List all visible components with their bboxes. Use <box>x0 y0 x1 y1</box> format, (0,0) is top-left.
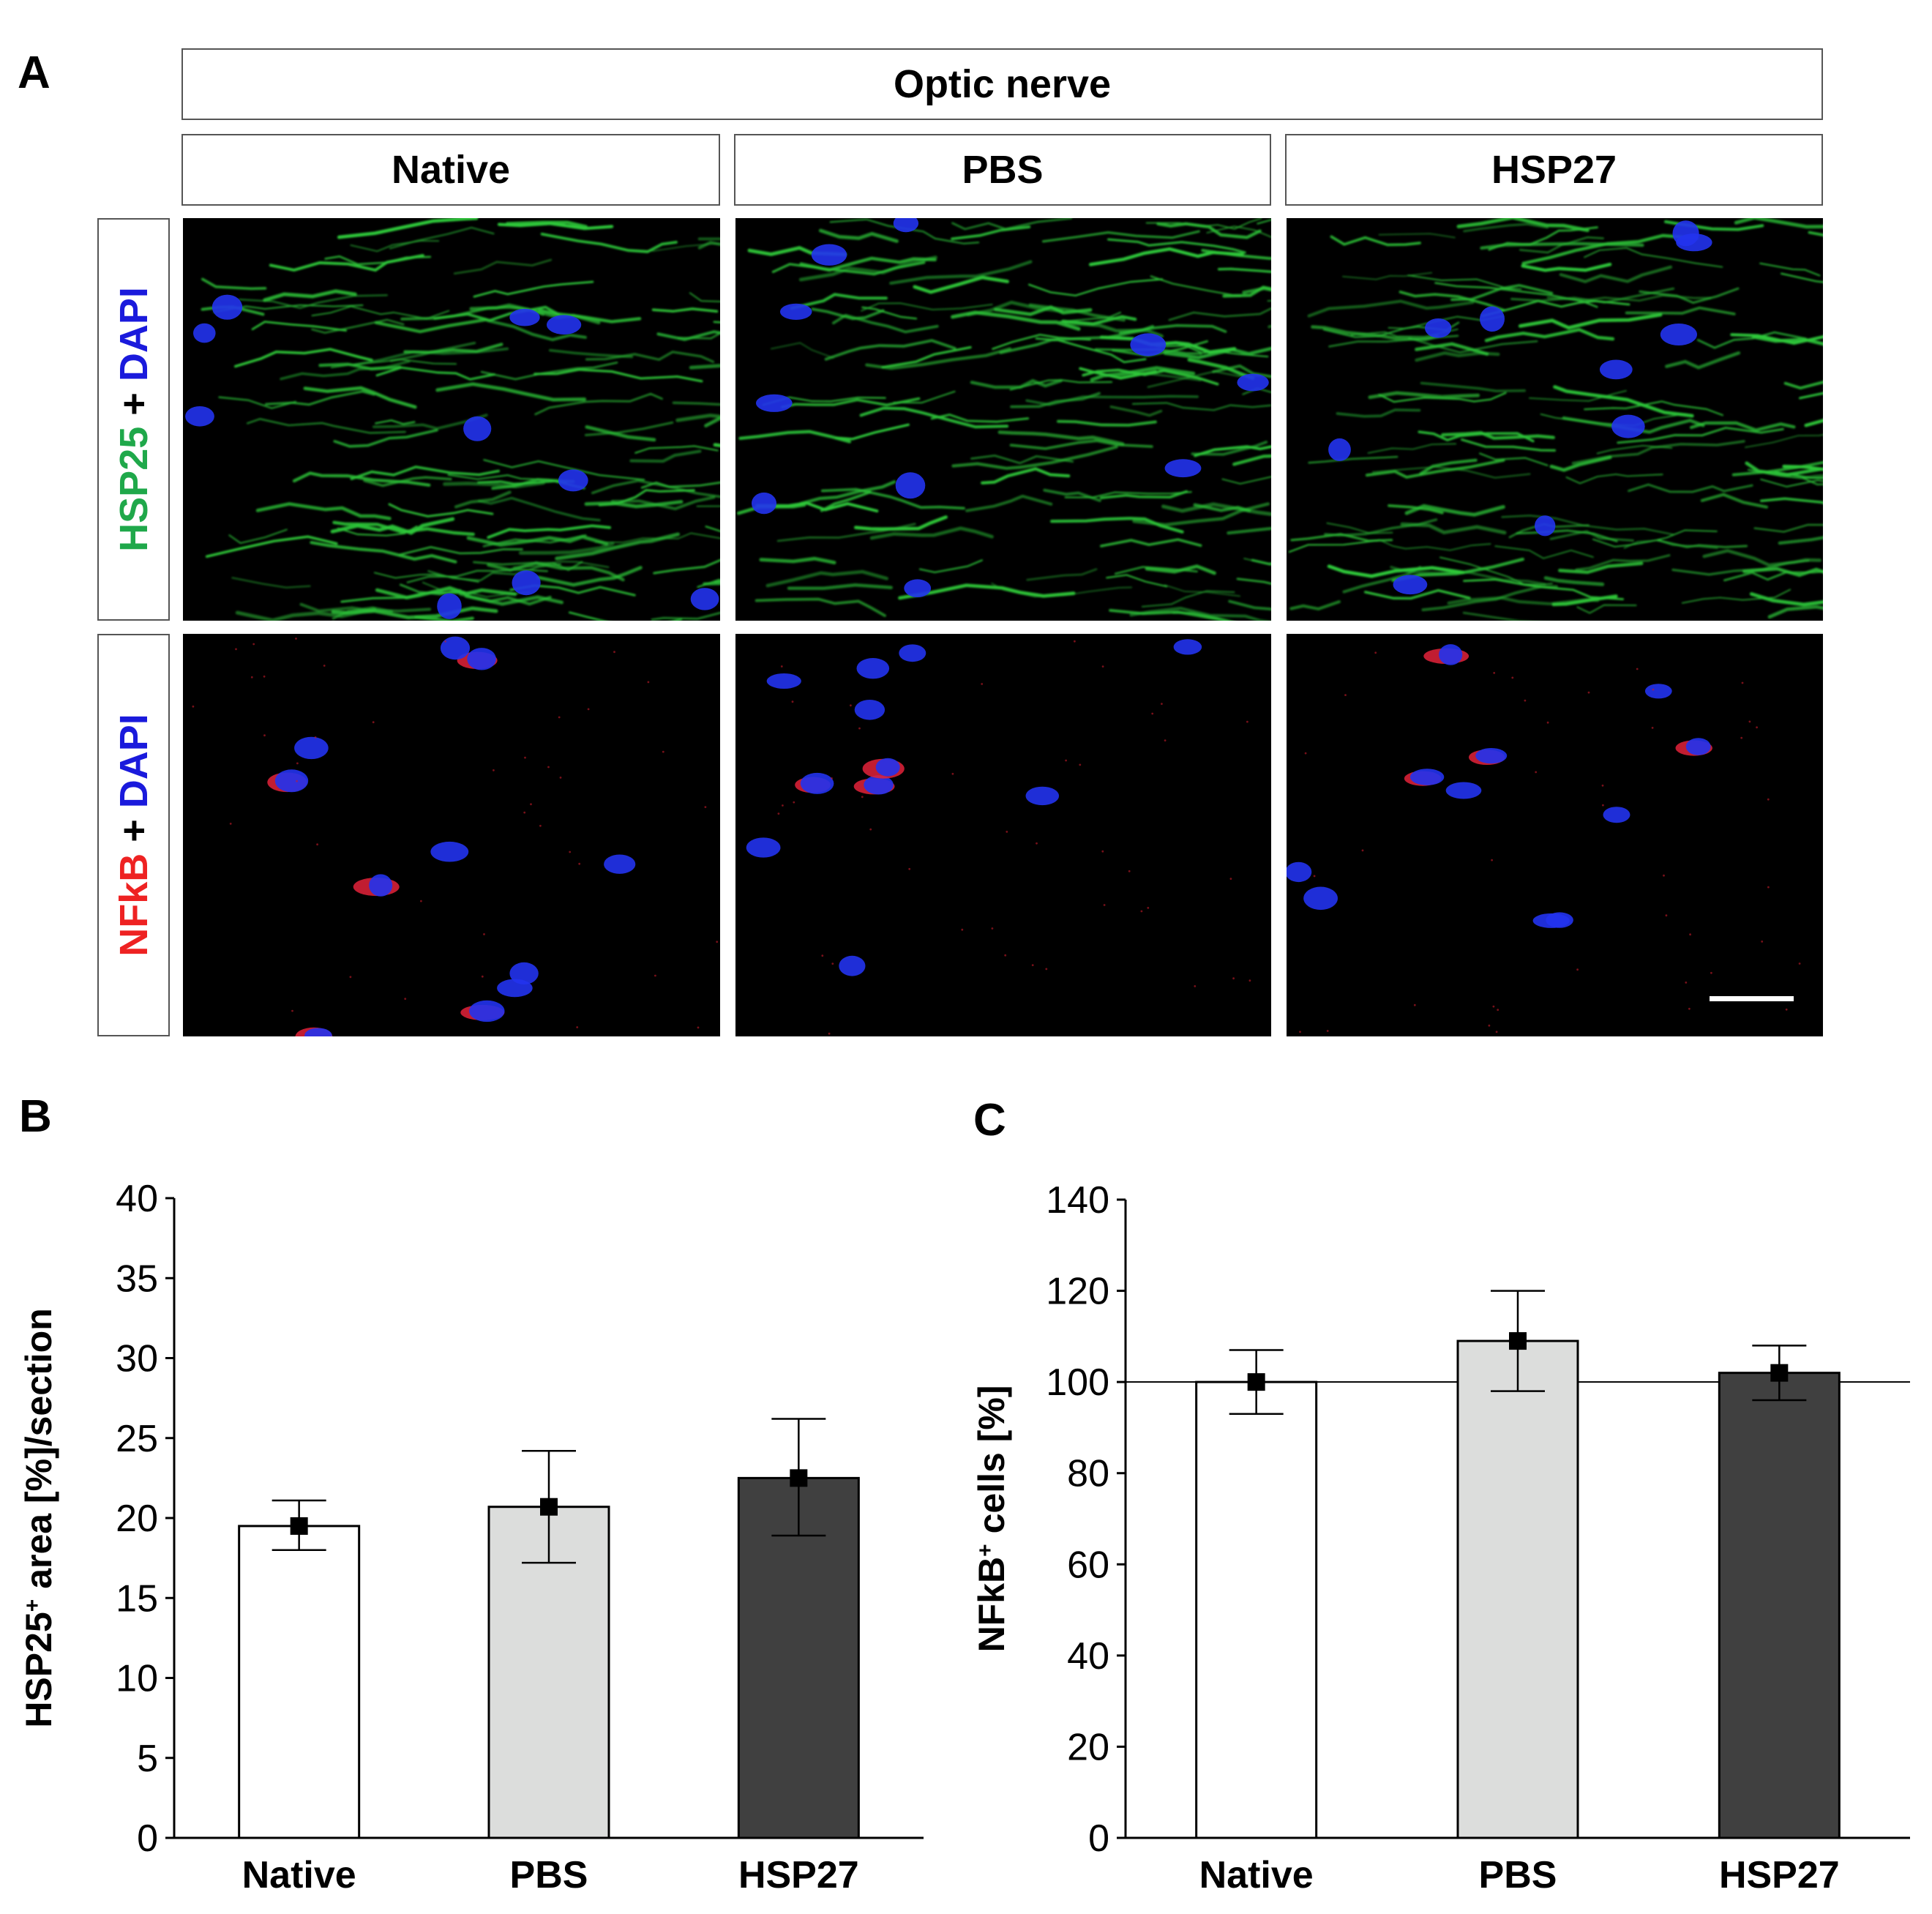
y-tick-label: 15 <box>116 1577 158 1620</box>
dapi-label: DAPI <box>111 714 156 809</box>
hsp25-area-bar-chart: 0 5 10 15 20 25 30 35 40 Native PBS HSP27 HSP25+ are… <box>18 1178 924 1896</box>
column-header-hsp27-text: HSP27 <box>1491 148 1617 192</box>
micrograph-texture <box>735 634 1271 1036</box>
y-tick-label: 5 <box>137 1738 158 1780</box>
micrograph-hsp25-native <box>183 218 720 621</box>
y-axis-label-rest: area [%]/section <box>18 1308 59 1599</box>
panel-letter-c: C <box>973 1095 1006 1145</box>
micrograph-texture <box>1287 634 1823 1036</box>
y-tick-label: 25 <box>116 1418 158 1460</box>
y-axis-label-superscript: + <box>973 1544 997 1557</box>
y-tick-label: 60 <box>1067 1544 1109 1586</box>
y-tick-label: 140 <box>1046 1179 1109 1222</box>
hsp25-marker-label: HSP25 <box>111 426 156 552</box>
bar-native <box>1195 1380 1318 1839</box>
micrograph-hsp25-pbs <box>735 218 1271 621</box>
row-label-nfkb-dapi-text: NFkB + DAPI <box>111 714 157 957</box>
micrograph-nfkb-pbs <box>735 634 1271 1036</box>
mean-marker-pbs <box>1509 1332 1527 1350</box>
y-tick-label: 40 <box>116 1178 158 1220</box>
y-tick-label: 10 <box>116 1658 158 1700</box>
bar-hsp27 <box>1718 1372 1841 1839</box>
micrograph-texture <box>735 218 1271 621</box>
nfkb-marker-label: NFkB <box>111 853 156 957</box>
column-header-pbs: PBS <box>734 134 1271 206</box>
bar-pbs <box>1456 1339 1579 1839</box>
mean-marker-hsp27 <box>790 1469 808 1487</box>
y-tick-label: 120 <box>1046 1271 1109 1313</box>
mean-marker-native <box>290 1517 308 1535</box>
column-header-native-text: Native <box>391 148 511 192</box>
y-tick-label: 0 <box>137 1817 158 1860</box>
mean-marker-native <box>1247 1373 1265 1391</box>
y-axis-label-superscript: + <box>20 1599 45 1612</box>
column-header-hsp27: HSP27 <box>1285 134 1823 206</box>
row-label-hsp25-dapi: HSP25 + DAPI <box>97 218 170 621</box>
row-label-hsp25-dapi-text: HSP25 + DAPI <box>111 287 157 552</box>
x-tick-label-hsp27: HSP27 <box>1719 1854 1840 1896</box>
optic-nerve-header: Optic nerve <box>181 48 1823 120</box>
micrograph-nfkb-hsp27 <box>1287 634 1823 1036</box>
micrograph-texture <box>183 634 720 1036</box>
bar-native <box>238 1525 361 1839</box>
y-tick-label: 0 <box>1088 1817 1109 1860</box>
x-tick-label-pbs: PBS <box>1479 1854 1557 1896</box>
mean-marker-hsp27 <box>1770 1364 1789 1382</box>
y-tick-label: 40 <box>1067 1635 1109 1678</box>
x-tick-label-native: Native <box>1199 1854 1314 1896</box>
bar-hsp27 <box>737 1476 860 1839</box>
y-tick-label: 20 <box>116 1498 158 1540</box>
column-header-native: Native <box>181 134 720 206</box>
optic-nerve-header-text: Optic nerve <box>893 62 1112 106</box>
y-tick-label: 35 <box>116 1257 158 1300</box>
x-tick-label-pbs: PBS <box>510 1854 588 1896</box>
x-tick-label-native: Native <box>242 1854 356 1896</box>
y-tick-label: 30 <box>116 1338 158 1380</box>
scale-bar <box>1710 996 1794 1001</box>
mean-marker-pbs <box>540 1498 558 1516</box>
y-tick-label: 100 <box>1046 1361 1109 1404</box>
panel-letter-b: B <box>19 1091 52 1142</box>
nfkb-cells-bar-chart: 0 20 40 60 80 100 120 140 Native PBS HSP27 NFkB+ ce… <box>971 1179 1910 1896</box>
y-axis-label: NFkB+ cells [%] <box>971 1386 1012 1653</box>
row-label-nfkb-dapi: NFkB + DAPI <box>97 634 170 1036</box>
y-axis-label-marker: NFkB <box>971 1557 1012 1653</box>
micrograph-texture <box>183 218 720 621</box>
y-axis-label: HSP25+ area [%]/section <box>18 1308 59 1727</box>
plus-sign: + <box>111 808 156 853</box>
micrograph-texture <box>1287 218 1823 621</box>
dapi-label: DAPI <box>111 287 156 382</box>
micrograph-nfkb-native <box>183 634 720 1036</box>
y-tick-label: 20 <box>1067 1726 1109 1768</box>
column-header-pbs-text: PBS <box>962 148 1044 192</box>
panel-letter-a: A <box>18 48 50 98</box>
x-tick-label-hsp27: HSP27 <box>738 1854 859 1896</box>
y-axis-label-marker: HSP25 <box>18 1612 59 1727</box>
y-axis-label-rest: cells [%] <box>971 1386 1012 1544</box>
plus-sign: + <box>111 381 156 427</box>
y-tick-label: 80 <box>1067 1453 1109 1495</box>
micrograph-hsp25-hsp27 <box>1287 218 1823 621</box>
